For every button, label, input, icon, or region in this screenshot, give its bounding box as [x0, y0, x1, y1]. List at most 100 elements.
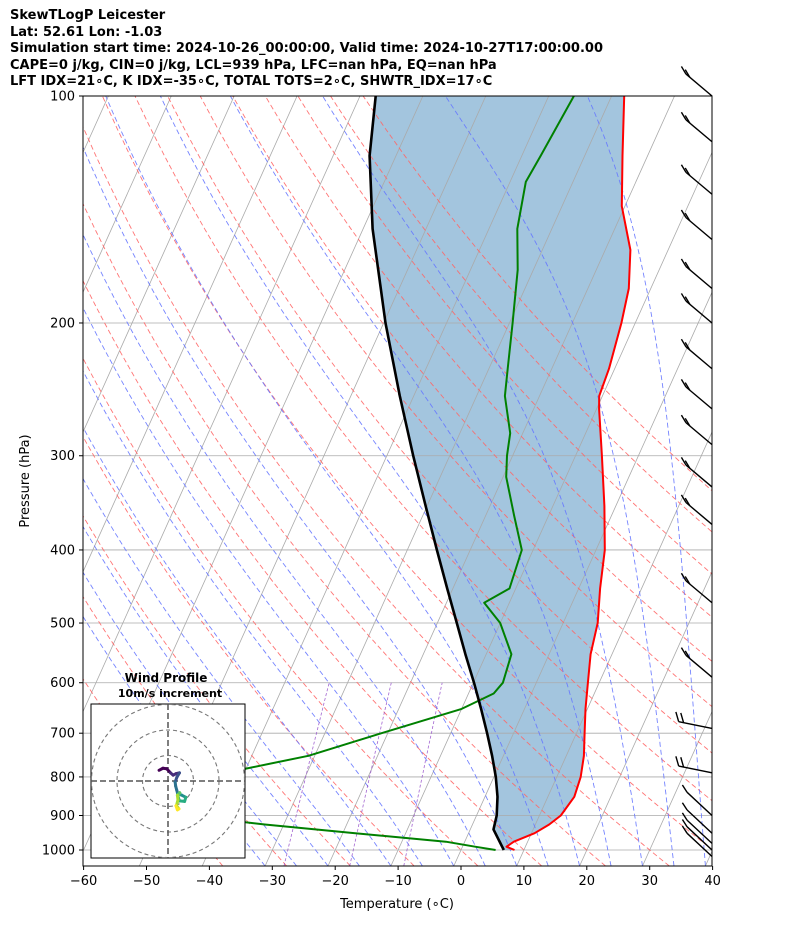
x-tick-label: 30: [641, 874, 658, 889]
dry-adiabat-line: [134, 96, 712, 802]
wind-barb-flag: [680, 647, 687, 656]
wind-barb-flag: [681, 812, 688, 821]
wind-barb-staff: [685, 266, 713, 290]
dry-adiabat-line: [83, 515, 351, 866]
wind-barb-staff: [685, 464, 713, 488]
wind-barb-staff: [685, 346, 713, 370]
wind-barb-staff: [686, 819, 713, 844]
wind-barb-flag: [684, 261, 691, 271]
hodograph-title: Wind Profile: [125, 671, 208, 685]
parcel-path-line: [368, 96, 505, 851]
wind-barb: [681, 819, 713, 851]
y-tick-label: 500: [50, 617, 75, 632]
wind-barb-flag: [675, 711, 680, 722]
wind-barb-flag: [681, 802, 688, 811]
isotherm-line: [453, 291, 712, 866]
wind-barb-staff: [685, 654, 713, 678]
wind-barb: [681, 802, 713, 834]
wind-barb-flag: [680, 293, 687, 302]
wind-barb: [680, 457, 713, 488]
dry-adiabat-line: [83, 435, 415, 866]
hodograph-plot: [91, 704, 245, 858]
wind-barb-flag: [684, 497, 691, 507]
wind-barb-flag: [684, 382, 691, 391]
x-tick-label: −10: [384, 874, 411, 889]
cape-cin-shade: [369, 96, 631, 850]
mixing-ratio-line: [403, 682, 443, 866]
isotherm-line: [83, 96, 361, 713]
moist-adiabat-line: [83, 233, 486, 866]
y-tick-label: 1000: [42, 844, 75, 859]
dry-adiabat-line: [83, 202, 606, 866]
wind-barb-flag: [680, 164, 687, 173]
wind-barb: [680, 164, 713, 195]
moist-adiabat-line: [230, 96, 612, 866]
wind-barb-staff: [685, 119, 713, 143]
isotherm-line: [83, 96, 298, 573]
dry-adiabat-line: [83, 125, 670, 866]
moist-adiabat-line: [322, 96, 643, 866]
moist-adiabat-line: [83, 370, 423, 866]
wind-barb-staff: [685, 580, 713, 604]
simulation-times: Simulation start time: 2024-10-26_00:00:…: [10, 41, 603, 56]
wind-barb-flag: [680, 209, 687, 218]
isotherm-line: [83, 96, 172, 294]
wind-barb-staff: [686, 791, 713, 817]
wind-barb-flag: [681, 825, 688, 834]
dry-adiabat-line: [83, 595, 287, 866]
y-axis-label: Pressure (hPa): [18, 434, 33, 527]
wind-barb: [681, 784, 713, 817]
wind-barb-flag: [680, 414, 687, 424]
wind-barb-flag: [680, 338, 687, 348]
wind-barb: [680, 66, 713, 97]
isotherm-line: [642, 710, 712, 866]
chart-title: SkewTLogP Leicester: [10, 8, 166, 23]
x-axis-ticks: −60 −50 −40 −30 −20 −10 0 10 20 30 40: [70, 866, 721, 889]
moist-adiabat-line: [445, 96, 675, 866]
isotherm-line: [705, 850, 712, 866]
y-tick-label: 200: [50, 316, 75, 331]
wind-barb: [680, 647, 713, 678]
wind-barb-staff: [686, 809, 713, 834]
y-tick-label: 600: [50, 676, 75, 691]
wind-barb: [680, 338, 713, 370]
moist-adiabat-line: [105, 96, 549, 866]
wind-barb: [680, 494, 713, 525]
wind-barb-flag: [680, 712, 685, 723]
wind-barb-flag: [680, 457, 687, 466]
chart-header: SkewTLogP Leicester Lat: 52.61 Lon: -1.0…: [10, 8, 790, 91]
plot-area: [82, 66, 713, 867]
isotherm-line: [327, 96, 675, 866]
wind-barb-flag: [684, 650, 691, 659]
x-axis-label: Temperature (∘C): [339, 897, 454, 912]
convective-parameters: CAPE=0 j/kg, CIN=0 j/kg, LCL=939 hPa, LF…: [10, 57, 497, 73]
wind-barb-staff: [686, 832, 713, 857]
x-tick-label: 10: [516, 874, 533, 889]
x-tick-label: 20: [579, 874, 596, 889]
wind-barb-flag: [680, 66, 687, 75]
dry-adiabat-line: [199, 96, 712, 708]
wind-barb-flag: [684, 417, 691, 427]
wind-barb-flag: [681, 784, 688, 793]
wind-barb: [680, 293, 713, 324]
wind-barb-flag: [680, 111, 687, 121]
hodograph-inset: Wind Profile 10m/s increment: [90, 671, 246, 859]
wind-barb-flag: [675, 756, 680, 767]
wind-barb-flag: [681, 819, 688, 828]
moist-adiabat-line: [159, 96, 581, 866]
wind-barb-staff: [678, 765, 713, 774]
wind-barb: [680, 378, 713, 410]
grid-lines: [83, 96, 712, 866]
mixing-ratio-line: [283, 682, 330, 866]
wind-barb: [680, 258, 713, 290]
dry-adiabat-line: [167, 96, 712, 754]
isotherm-line: [264, 96, 612, 866]
x-tick-label: −30: [259, 874, 286, 889]
x-tick-label: −40: [196, 874, 223, 889]
y-tick-label: 300: [50, 449, 75, 464]
wind-barb-staff: [685, 171, 713, 195]
wind-barb-staff: [685, 300, 713, 324]
x-tick-label: 40: [704, 874, 721, 889]
moist-adiabat-line: [83, 477, 360, 866]
wind-barb-staff: [678, 721, 713, 730]
